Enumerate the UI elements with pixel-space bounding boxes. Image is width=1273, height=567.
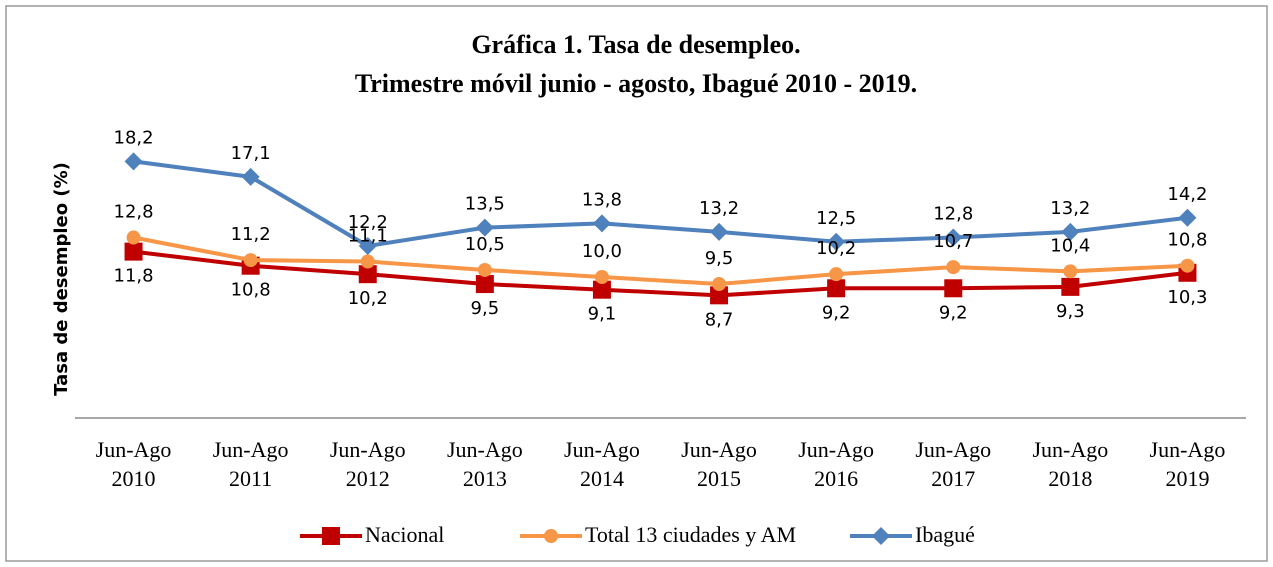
marker — [592, 280, 611, 299]
series-line — [133, 159, 1188, 248]
data-label: 10,0 — [582, 241, 622, 262]
data-label: 13,2 — [1050, 198, 1090, 219]
marker — [944, 279, 963, 298]
legend-marker — [872, 527, 890, 545]
data-label: 10,5 — [465, 234, 505, 255]
marker — [243, 253, 258, 268]
data-label: 10,8 — [231, 280, 271, 301]
legend-label: Nacional — [365, 522, 444, 547]
data-label: 11,2 — [231, 224, 271, 245]
data-label: 9,3 — [1056, 301, 1085, 322]
data-label: 10,3 — [1167, 287, 1207, 308]
data-label: 12,8 — [114, 202, 154, 223]
data-label: 13,8 — [582, 189, 622, 210]
data-label: 9,2 — [822, 302, 851, 323]
series-line — [133, 235, 1188, 287]
data-label: 11,8 — [114, 266, 154, 287]
chart-title: Gráfica 1. Tasa de desempleo. — [471, 30, 800, 59]
marker — [475, 275, 494, 294]
data-label: 9,2 — [939, 302, 968, 323]
data-label: 10,2 — [816, 238, 856, 259]
x-tick-label: Jun-Ago 2011 — [213, 437, 289, 491]
marker — [358, 265, 377, 284]
marker — [1061, 222, 1080, 241]
x-tick-label: Jun-Ago 2014 — [564, 437, 640, 491]
data-label: 9,5 — [705, 248, 734, 269]
marker — [477, 262, 492, 277]
chart-frame — [5, 5, 1268, 562]
x-tick-label: Jun-Ago 2016 — [798, 437, 874, 491]
marker — [1061, 277, 1080, 296]
x-tick-label: Jun-Ago 2013 — [447, 437, 523, 491]
marker — [1063, 264, 1078, 279]
data-label: 12,8 — [933, 204, 973, 225]
x-tick-label: Jun-Ago 2010 — [96, 437, 172, 491]
legend-label: Ibagué — [915, 522, 975, 547]
data-label: 17,1 — [231, 143, 271, 164]
data-label: 8,7 — [705, 309, 734, 330]
data-label: 12,2 — [348, 212, 388, 233]
y-axis-label: Tasa de desempleo (%) — [51, 162, 72, 396]
marker — [124, 242, 143, 261]
marker — [360, 254, 375, 269]
marker — [358, 236, 377, 255]
x-tick-label: Jun-Ago 2015 — [681, 437, 757, 491]
marker — [712, 277, 727, 292]
data-label: 14,2 — [1167, 184, 1207, 205]
x-tick-label: Jun-Ago 2017 — [915, 437, 991, 491]
data-label: 18,2 — [114, 127, 154, 148]
marker — [126, 230, 141, 245]
x-tick-label: Jun-Ago 2012 — [330, 437, 406, 491]
marker — [829, 267, 844, 282]
marker — [827, 232, 846, 251]
legend-marker — [544, 529, 558, 543]
data-label: 13,2 — [699, 198, 739, 219]
legend-marker — [322, 527, 340, 545]
series-line — [133, 249, 1188, 298]
data-label: 12,5 — [816, 208, 856, 229]
marker — [241, 167, 260, 186]
marker — [1180, 258, 1195, 273]
marker — [475, 218, 494, 237]
data-label: 10,2 — [348, 288, 388, 309]
x-tick-label: Jun-Ago 2018 — [1032, 437, 1108, 491]
data-label: 11,1 — [348, 225, 388, 246]
marker — [1178, 208, 1197, 227]
data-label: 10,8 — [1167, 230, 1207, 251]
marker — [946, 260, 961, 275]
data-label: 10,4 — [1050, 235, 1090, 256]
marker — [710, 286, 729, 305]
data-label: 13,5 — [465, 194, 505, 215]
data-label: 9,5 — [471, 298, 500, 319]
x-tick-label: Jun-Ago 2019 — [1150, 437, 1226, 491]
marker — [944, 228, 963, 247]
data-label: 10,7 — [933, 231, 973, 252]
data-label: 9,1 — [588, 304, 617, 325]
marker — [592, 214, 611, 233]
marker — [710, 222, 729, 241]
legend-label: Total 13 ciudades y AM — [585, 522, 796, 547]
chart-subtitle: Trimestre móvil junio - agosto, Ibagué 2… — [355, 69, 917, 98]
marker — [827, 279, 846, 298]
marker — [594, 270, 609, 284]
marker — [124, 152, 143, 171]
